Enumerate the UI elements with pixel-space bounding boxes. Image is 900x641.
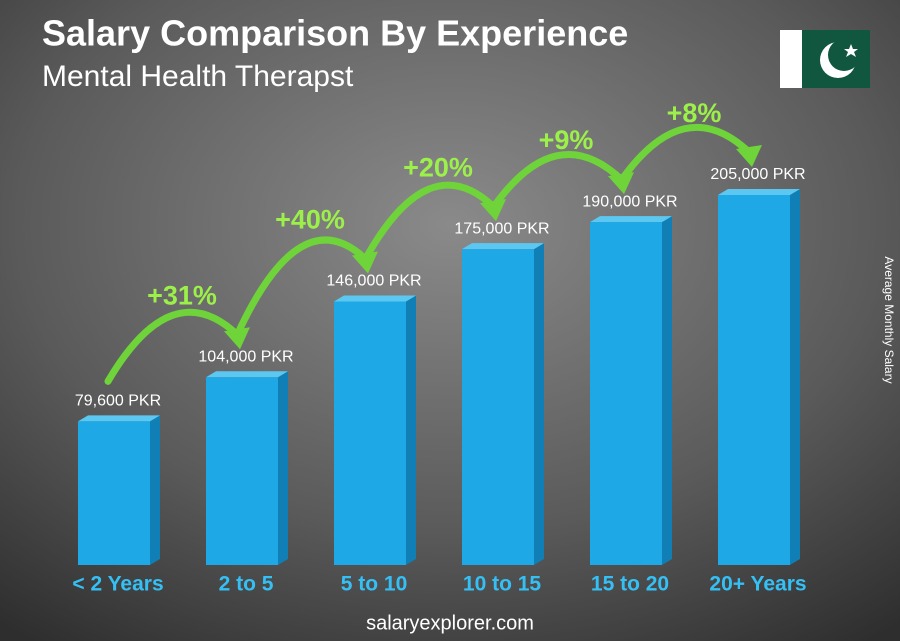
value-label: 104,000 PKR <box>198 349 293 366</box>
bar-side <box>406 295 416 565</box>
flag <box>780 30 870 88</box>
growth-label: +20% <box>403 152 473 182</box>
x-tick-label: 2 to 5 <box>219 573 274 596</box>
growth-arrow <box>360 181 498 265</box>
chart-subtitle: Mental Health Therapst <box>42 60 354 93</box>
bar-top <box>206 371 288 378</box>
bar <box>206 377 278 565</box>
value-label: 175,000 PKR <box>454 220 549 237</box>
bar-side <box>534 243 544 565</box>
value-label: 190,000 PKR <box>582 193 677 210</box>
bar <box>334 301 406 565</box>
bar-side <box>662 216 672 565</box>
y-axis-label: Average Monthly Salary <box>882 256 896 383</box>
bar-side <box>278 371 288 565</box>
x-tick-label: 10 to 15 <box>463 573 542 596</box>
growth-label: +40% <box>275 205 345 235</box>
bar-top <box>462 243 544 250</box>
growth-arrow <box>232 236 370 341</box>
growth-label: +8% <box>667 98 722 128</box>
bar-side <box>790 189 800 565</box>
x-tick-label: 20+ Years <box>709 573 806 596</box>
source: salaryexplorer.com <box>366 612 534 634</box>
bar <box>590 222 662 565</box>
bar-top <box>590 216 672 223</box>
bar <box>78 421 150 565</box>
x-tick-label: < 2 Years <box>72 573 163 596</box>
arrow-head <box>736 145 762 167</box>
bar-top <box>718 189 800 195</box>
growth-label: +31% <box>147 280 217 310</box>
value-label: 79,600 PKR <box>75 393 161 410</box>
bar-side <box>150 415 160 565</box>
bar-top <box>334 295 416 302</box>
growth-arrow <box>616 123 754 186</box>
chart-title: Salary Comparison By Experience <box>42 13 628 54</box>
growth-arrow <box>104 308 242 385</box>
value-label: 205,000 PKR <box>710 166 805 183</box>
bar <box>718 195 790 565</box>
growth-arrow <box>488 151 626 213</box>
x-tick-label: 15 to 20 <box>591 573 669 596</box>
x-tick-label: 5 to 10 <box>341 573 408 596</box>
value-label: 146,000 PKR <box>326 273 421 290</box>
growth-label: +9% <box>539 125 594 155</box>
bar-top <box>78 415 160 422</box>
bar <box>462 249 534 565</box>
